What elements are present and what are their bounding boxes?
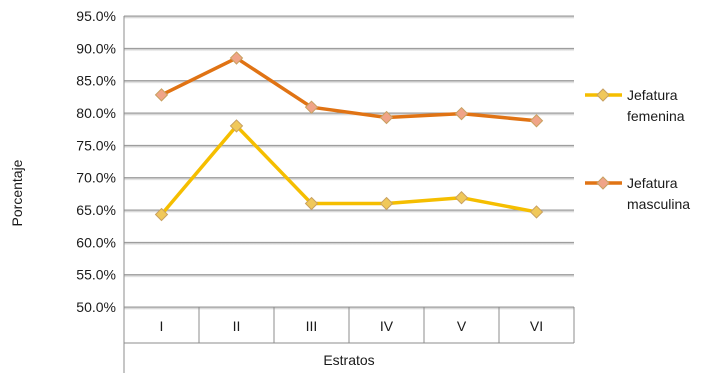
gridline bbox=[124, 113, 574, 116]
y-tick-label: 60.0% bbox=[76, 234, 116, 250]
data-point bbox=[304, 196, 319, 211]
x-tick-label: V bbox=[457, 318, 467, 334]
data-point bbox=[229, 51, 244, 65]
data-point bbox=[454, 191, 469, 205]
y-tick-label: 70.0% bbox=[76, 170, 116, 186]
legend-label: Jefatura bbox=[627, 87, 678, 103]
data-point bbox=[379, 196, 394, 211]
data-point bbox=[154, 207, 169, 222]
data-point bbox=[154, 88, 169, 102]
series bbox=[154, 51, 544, 222]
y-tick-label: 50.0% bbox=[76, 299, 116, 315]
legend-marker bbox=[596, 88, 610, 102]
gridline bbox=[124, 80, 574, 84]
data-point bbox=[454, 106, 469, 121]
y-tick-label: 95.0% bbox=[76, 8, 116, 24]
y-tick-label: 55.0% bbox=[76, 267, 116, 283]
legend-label: femenina bbox=[627, 108, 685, 124]
x-tick-label: IV bbox=[380, 318, 394, 334]
gridline bbox=[124, 48, 574, 52]
data-point bbox=[229, 119, 244, 133]
gridlines bbox=[124, 15, 574, 310]
data-point bbox=[379, 110, 394, 125]
data-point bbox=[529, 114, 544, 128]
data-point bbox=[304, 100, 319, 114]
gridline bbox=[124, 242, 574, 246]
legend-marker bbox=[596, 176, 610, 190]
legend-label: Jefatura bbox=[627, 175, 678, 191]
legend: Jefatura femenina Jefatura masculina bbox=[585, 87, 690, 212]
x-axis-title: Estratos bbox=[323, 352, 374, 368]
gridline bbox=[124, 177, 574, 181]
gridline bbox=[124, 210, 574, 213]
gridline bbox=[124, 145, 574, 149]
data-point bbox=[529, 205, 544, 219]
y-tick-label: 85.0% bbox=[76, 73, 116, 89]
x-tick-label: I bbox=[160, 318, 164, 334]
y-tick-label: 80.0% bbox=[76, 105, 116, 121]
gridline bbox=[124, 16, 574, 19]
legend-label: masculina bbox=[627, 196, 690, 212]
x-tick-label: II bbox=[233, 318, 241, 334]
series-line bbox=[159, 56, 539, 123]
gridline bbox=[124, 274, 574, 278]
y-tick-label: 90.0% bbox=[76, 40, 116, 56]
axes: 50.0% 55.0% 60.0% 65.0% 70.0% 75.0% 80.0% 85.0%… bbox=[76, 8, 575, 373]
y-axis-title: Porcentaje bbox=[9, 159, 25, 226]
x-tick-label: III bbox=[306, 318, 318, 334]
y-tick-label: 75.0% bbox=[76, 137, 116, 153]
x-tick-label: VI bbox=[530, 318, 543, 334]
series-line bbox=[159, 124, 539, 217]
y-tick-label: 65.0% bbox=[76, 202, 116, 218]
